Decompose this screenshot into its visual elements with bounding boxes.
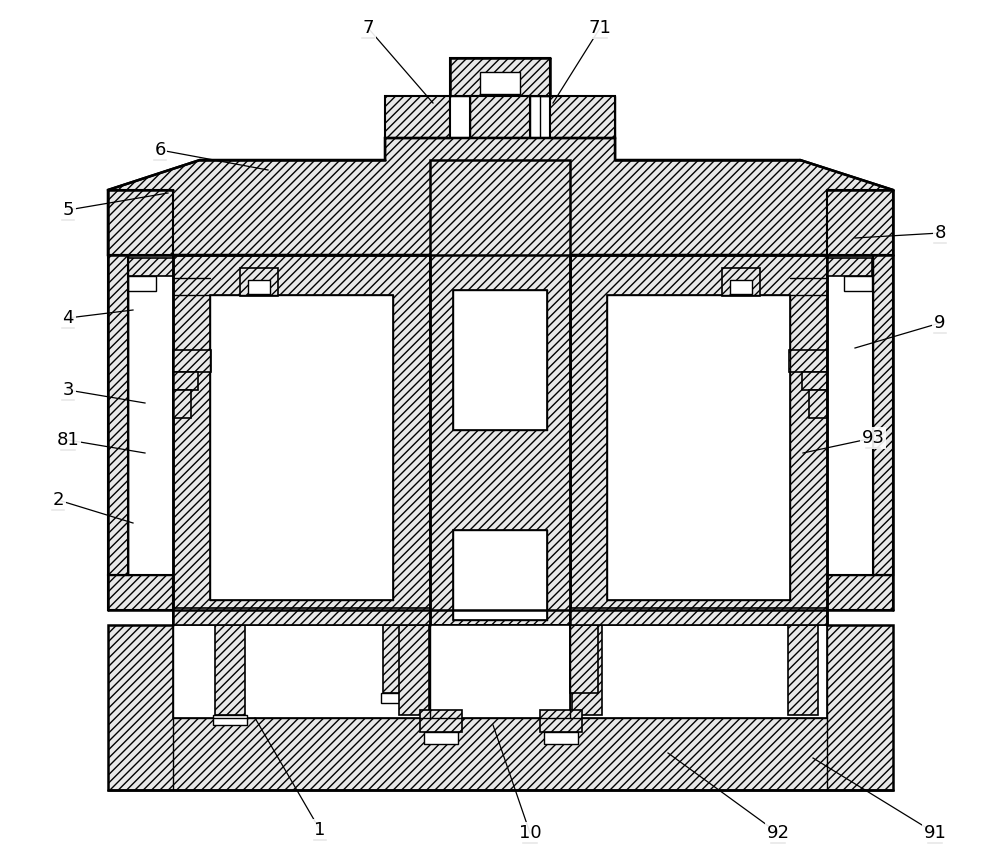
Polygon shape [173, 390, 191, 418]
Polygon shape [430, 625, 570, 718]
Polygon shape [570, 625, 598, 693]
Polygon shape [173, 625, 430, 718]
Polygon shape [788, 625, 818, 715]
Polygon shape [730, 280, 752, 294]
Polygon shape [173, 255, 430, 625]
Polygon shape [385, 96, 615, 138]
Polygon shape [108, 575, 173, 610]
Polygon shape [173, 372, 198, 390]
Text: 91: 91 [924, 824, 946, 842]
Text: 81: 81 [57, 431, 79, 449]
Polygon shape [385, 138, 615, 160]
Text: 93: 93 [862, 429, 885, 447]
Polygon shape [827, 258, 872, 276]
Text: 1: 1 [314, 821, 326, 839]
Polygon shape [128, 276, 156, 291]
Polygon shape [430, 160, 570, 625]
Polygon shape [544, 732, 578, 744]
Polygon shape [844, 276, 872, 291]
Polygon shape [550, 96, 615, 138]
Text: 71: 71 [589, 19, 611, 37]
Polygon shape [383, 625, 411, 693]
Polygon shape [108, 190, 173, 255]
Polygon shape [570, 625, 827, 718]
Polygon shape [827, 255, 893, 575]
Polygon shape [381, 693, 413, 703]
Text: 7: 7 [362, 19, 374, 37]
Polygon shape [570, 255, 827, 625]
Polygon shape [607, 295, 790, 600]
Polygon shape [827, 575, 893, 610]
Polygon shape [210, 295, 393, 600]
Polygon shape [722, 268, 760, 296]
Text: 6: 6 [154, 141, 166, 159]
Polygon shape [480, 72, 520, 94]
Polygon shape [108, 255, 128, 575]
Polygon shape [789, 350, 827, 372]
Polygon shape [450, 58, 550, 96]
Polygon shape [248, 280, 270, 294]
Text: 5: 5 [62, 201, 74, 219]
Text: 2: 2 [52, 491, 64, 509]
Text: 3: 3 [62, 381, 74, 399]
Polygon shape [128, 258, 173, 276]
Polygon shape [802, 372, 827, 390]
Polygon shape [827, 190, 893, 255]
Polygon shape [215, 625, 245, 715]
Polygon shape [570, 608, 827, 625]
Polygon shape [420, 710, 462, 732]
Polygon shape [572, 625, 602, 715]
Polygon shape [173, 350, 211, 372]
Polygon shape [424, 732, 458, 744]
Text: 4: 4 [62, 309, 74, 327]
Polygon shape [108, 255, 173, 575]
Polygon shape [385, 96, 450, 138]
Polygon shape [809, 390, 827, 418]
Text: 92: 92 [767, 824, 790, 842]
Polygon shape [108, 138, 893, 255]
Polygon shape [108, 625, 893, 790]
Polygon shape [240, 268, 278, 296]
Polygon shape [470, 96, 530, 138]
Text: 8: 8 [934, 224, 946, 242]
Text: 10: 10 [519, 824, 541, 842]
Polygon shape [453, 290, 547, 430]
Text: 9: 9 [934, 314, 946, 332]
Polygon shape [540, 710, 582, 732]
Polygon shape [213, 715, 247, 725]
Polygon shape [173, 608, 430, 625]
Polygon shape [453, 530, 547, 620]
Polygon shape [399, 625, 429, 715]
Polygon shape [873, 255, 893, 575]
